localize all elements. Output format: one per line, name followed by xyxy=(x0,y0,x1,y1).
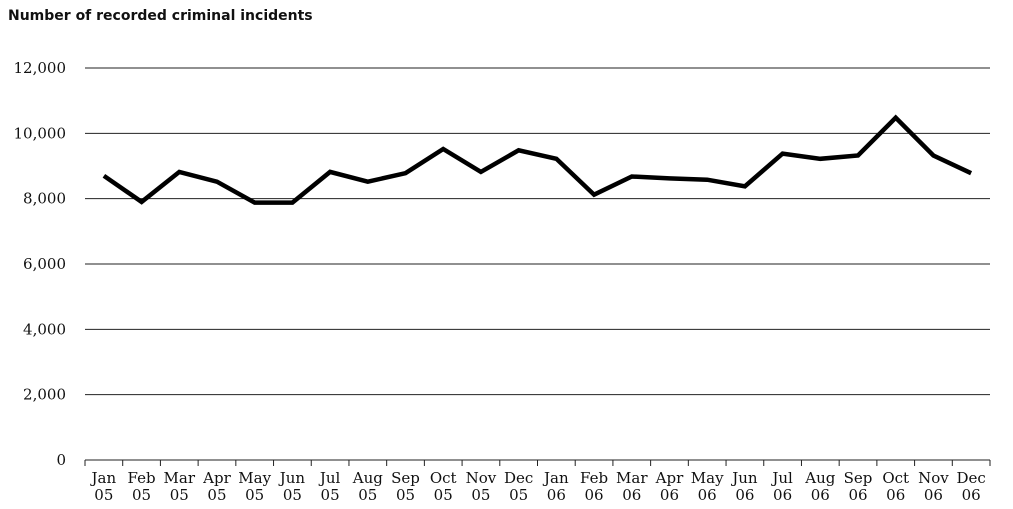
y-tick-label: 6,000 xyxy=(23,255,66,273)
gridlines xyxy=(85,67,990,396)
x-tick-label-month: Oct xyxy=(430,469,457,487)
x-tick-label-year: 05 xyxy=(94,486,113,504)
x-tick-label-year: 05 xyxy=(245,486,264,504)
x-tick-label-month: Jul xyxy=(770,469,793,487)
y-tick-label: 2,000 xyxy=(23,386,66,404)
x-tick-label-year: 05 xyxy=(434,486,453,504)
x-tick-label-month: Mar xyxy=(616,469,648,487)
x-tick-label-year: 05 xyxy=(207,486,226,504)
x-tick-label-month: Dec xyxy=(956,469,985,487)
x-tick-label-year: 06 xyxy=(735,486,754,504)
x-tick-label-year: 05 xyxy=(321,486,340,504)
x-tick-label-month: Aug xyxy=(804,469,835,487)
x-tick-label-year: 06 xyxy=(660,486,679,504)
x-tick-label-year: 06 xyxy=(962,486,981,504)
y-tick-label: 8,000 xyxy=(23,190,66,208)
x-tick-label-month: Jun xyxy=(730,469,758,487)
x-tick-label-year: 06 xyxy=(698,486,717,504)
x-tick-label-month: Jun xyxy=(278,469,306,487)
x-tick-label-month: Dec xyxy=(504,469,533,487)
y-tick-labels: 0 2,000 4,000 6,000 8,000 10,000 12,000 xyxy=(14,59,67,469)
series-lines xyxy=(102,114,973,205)
x-tick-label-month: May xyxy=(238,469,271,487)
x-tick-label-month: Feb xyxy=(580,469,608,487)
x-axis: Jan05Feb05Mar05Apr05May05Jun05Jul05Aug05… xyxy=(84,459,991,504)
x-tick-label-month: Aug xyxy=(352,469,383,487)
series-line xyxy=(102,114,973,205)
y-tick-label: 4,000 xyxy=(23,320,66,338)
x-tick-label-year: 06 xyxy=(622,486,641,504)
x-tick-label-month: Sep xyxy=(391,469,420,487)
x-tick-label-month: Apr xyxy=(202,469,231,487)
x-tick-label-year: 05 xyxy=(170,486,189,504)
y-tick-label: 10,000 xyxy=(14,124,67,142)
x-tick-label-month: Jul xyxy=(318,469,341,487)
x-tick-label-month: Apr xyxy=(655,469,684,487)
y-tick-label: 12,000 xyxy=(14,59,67,77)
x-tick-label-month: Mar xyxy=(164,469,196,487)
x-tick-label-year: 05 xyxy=(396,486,415,504)
x-tick-label-month: May xyxy=(691,469,724,487)
x-tick-label-year: 06 xyxy=(848,486,867,504)
x-tick-label-year: 06 xyxy=(811,486,830,504)
x-tick-label-month: Nov xyxy=(918,469,949,487)
x-tick-label-month: Jan xyxy=(542,469,569,487)
x-tick-label-year: 05 xyxy=(132,486,151,504)
y-axis-title: Number of recorded criminal incidents xyxy=(8,8,313,24)
x-tick-label-year: 06 xyxy=(547,486,566,504)
x-tick-label-year: 05 xyxy=(358,486,377,504)
x-tick-label-year: 05 xyxy=(471,486,490,504)
x-tick-label-month: Oct xyxy=(882,469,909,487)
x-tick-label-year: 05 xyxy=(283,486,302,504)
x-tick-label-month: Sep xyxy=(844,469,873,487)
x-tick-label-month: Nov xyxy=(466,469,497,487)
x-tick-label-year: 05 xyxy=(509,486,528,504)
x-tick-label-year: 06 xyxy=(886,486,905,504)
x-tick-label-month: Jan xyxy=(90,469,117,487)
x-tick-label-month: Feb xyxy=(128,469,156,487)
x-tick-label-year: 06 xyxy=(773,486,792,504)
x-tick-label-year: 06 xyxy=(924,486,943,504)
x-tick-label-year: 06 xyxy=(585,486,604,504)
y-tick-label: 0 xyxy=(56,451,66,469)
